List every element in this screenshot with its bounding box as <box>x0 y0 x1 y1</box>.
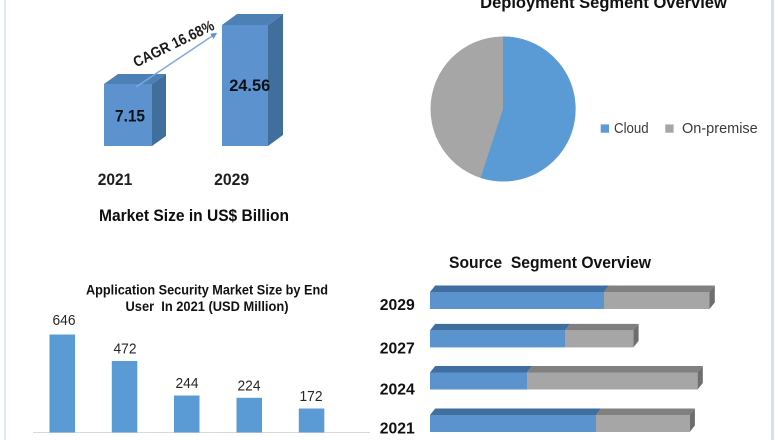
svg-text:24.56: 24.56 <box>229 76 270 95</box>
svg-text:Source Segment Overview: Source Segment Overview <box>449 253 652 272</box>
svg-text:CAGR 16.68%: CAGR 16.68% <box>131 17 218 71</box>
svg-text:Market Size in US$ Billion: Market Size in US$ Billion <box>99 206 289 225</box>
svg-text:On-premise: On-premise <box>682 121 758 137</box>
svg-text:Deployment Segment Overview: Deployment Segment Overview <box>480 0 727 12</box>
svg-text:2029: 2029 <box>214 170 249 189</box>
svg-text:2021: 2021 <box>98 170 133 189</box>
svg-text:224: 224 <box>238 379 261 395</box>
svg-text:646: 646 <box>53 313 76 329</box>
svg-text:Application Security Market Si: Application Security Market Size by End <box>86 281 328 297</box>
svg-text:Cloud: Cloud <box>614 121 649 137</box>
svg-text:472: 472 <box>114 342 137 358</box>
svg-text:7.15: 7.15 <box>115 107 145 126</box>
svg-text:2029: 2029 <box>380 297 415 314</box>
svg-text:User In 2021 (USD Million): User In 2021 (USD Million) <box>126 298 289 314</box>
svg-text:2021: 2021 <box>380 421 415 438</box>
svg-text:244: 244 <box>176 376 199 392</box>
svg-text:2027: 2027 <box>380 340 415 357</box>
svg-text:172: 172 <box>300 389 323 405</box>
svg-text:2024: 2024 <box>380 381 415 398</box>
